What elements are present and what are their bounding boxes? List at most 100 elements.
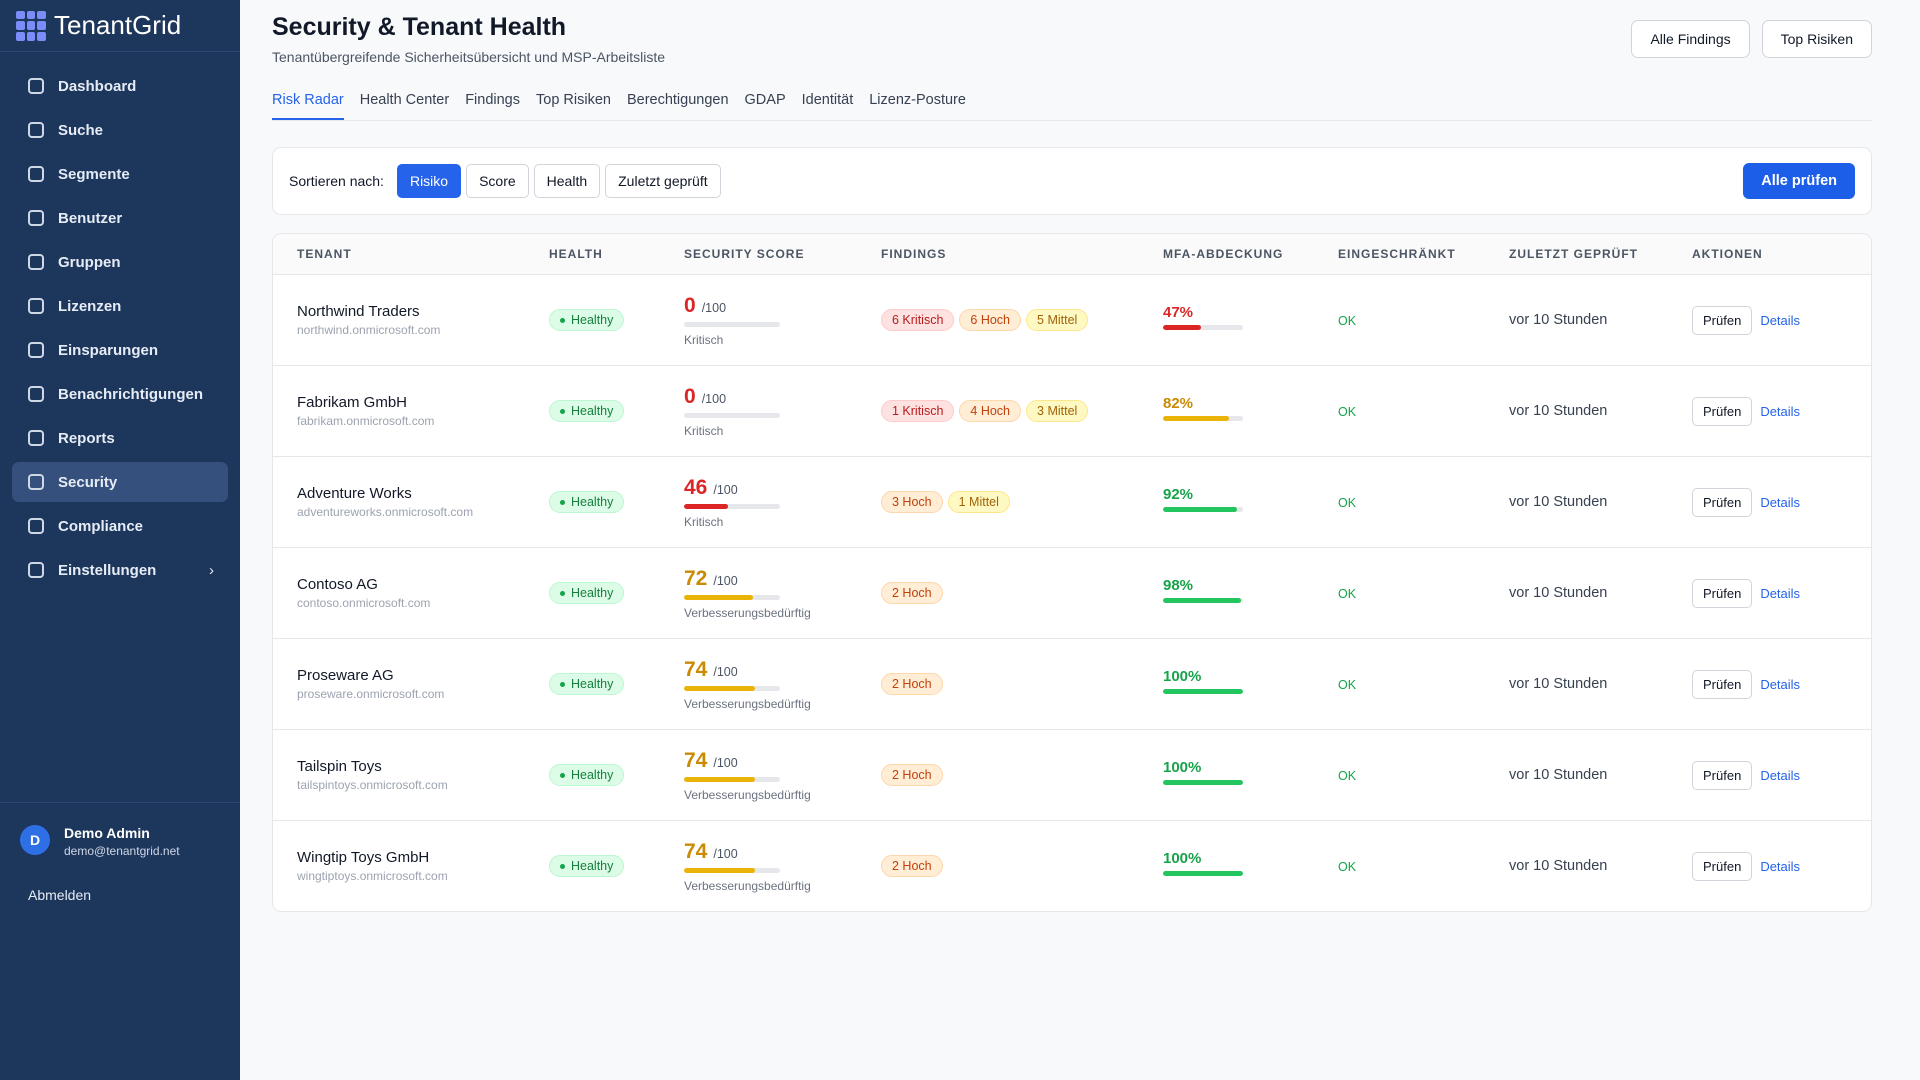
tabs: Risk Radar Health Center Findings Top Risik… — [272, 84, 1872, 121]
nav-item[interactable]: Segmente — [12, 154, 228, 194]
nav-item[interactable]: Suche — [12, 110, 228, 150]
sort-label: Sortieren nach: — [289, 173, 384, 189]
score-bar — [684, 776, 756, 782]
button[interactable]: Alle Findings — [1631, 20, 1750, 58]
last-checked-cell: vor 10 Stunden — [1509, 585, 1692, 601]
last-checked: vor 10 Stunden — [1509, 676, 1608, 692]
tab[interactable]: GDAP — [744, 92, 786, 108]
table-row: Wingtip Toys GmbH wingtiptoys.onmicrosoft… — [273, 820, 1871, 911]
restricted-cell: OK — [1338, 859, 1509, 874]
score-suffix: /100 — [701, 391, 727, 406]
details-link[interactable]: Details — [1760, 676, 1801, 692]
score-bar — [684, 594, 754, 600]
header-actions: Alle Findings Top Risiken — [1631, 20, 1872, 58]
details-link[interactable]: Details — [1760, 403, 1801, 419]
nav-item[interactable]: Benachrichtigungen — [12, 374, 228, 414]
mfa-value: 100% — [1163, 850, 1202, 867]
details-link[interactable]: Details — [1760, 585, 1801, 601]
user-name: Demo Admin — [64, 825, 150, 841]
check-button[interactable]: Prüfen — [1692, 487, 1753, 517]
restricted-cell: OK — [1338, 677, 1509, 692]
finding-tag: 5 Mittel — [1026, 309, 1089, 331]
nav-icon — [28, 166, 44, 182]
brand[interactable]: TenantGrid — [0, 0, 240, 52]
finding-tag: 1 Kritisch — [881, 400, 955, 422]
check-button[interactable]: Prüfen — [1692, 851, 1753, 881]
check-button[interactable]: Prüfen — [1692, 305, 1753, 335]
tenant-domain: adventureworks.onmicrosoft.com — [297, 505, 474, 519]
tab[interactable]: Identität — [801, 92, 854, 108]
finding-tag: 1 Mittel — [947, 491, 1010, 513]
finding-tag: 2 Hoch — [881, 673, 943, 695]
last-checked: vor 10 Stunden — [1509, 767, 1608, 783]
sort-option[interactable]: Risiko — [396, 164, 462, 198]
restricted-status: OK — [1338, 313, 1357, 328]
check-button[interactable]: Prüfen — [1692, 760, 1753, 790]
last-checked-cell: vor 10 Stunden — [1509, 312, 1692, 328]
score-cell: 0/100 Kritisch — [684, 385, 881, 438]
actions-cell: Prüfen Details — [1692, 669, 1871, 699]
details-link[interactable]: Details — [1760, 494, 1801, 510]
check-button[interactable]: Prüfen — [1692, 396, 1753, 426]
nav-item[interactable]: Reports — [12, 418, 228, 458]
sort-option[interactable]: Zuletzt geprüft — [605, 164, 721, 198]
button[interactable]: Top Risiken — [1761, 20, 1872, 58]
health-cell: Healthy — [549, 673, 684, 695]
tab[interactable]: Risk Radar — [272, 84, 344, 120]
finding-tag: 6 Kritisch — [881, 309, 955, 331]
details-link[interactable]: Details — [1760, 767, 1801, 783]
score-bar — [684, 867, 756, 873]
score-line: 0/100 — [684, 385, 881, 409]
column-header: SECURITY SCORE — [684, 247, 805, 261]
last-checked-cell: vor 10 Stunden — [1509, 403, 1692, 419]
score-cell: 74/100 Verbesserungsbedürftig — [684, 749, 881, 802]
nav-item[interactable]: Dashboard — [12, 66, 228, 106]
nav-icon — [28, 386, 44, 402]
mfa-track — [1163, 689, 1243, 694]
nav-item[interactable]: Security — [12, 462, 228, 502]
score-track — [684, 867, 780, 873]
nav-item[interactable]: Gruppen — [12, 242, 228, 282]
sort-options: Risiko Score Health Zuletzt geprüft — [396, 164, 721, 198]
details-link[interactable]: Details — [1760, 858, 1801, 874]
nav-item[interactable]: Compliance — [12, 506, 228, 546]
score-cell: 74/100 Verbesserungsbedürftig — [684, 658, 881, 711]
table-row: Adventure Works adventureworks.onmicrosof… — [273, 456, 1871, 547]
tab[interactable]: Health Center — [359, 92, 450, 108]
tenant-cell: Fabrikam GmbH fabrikam.onmicrosoft.com — [297, 394, 549, 428]
tab[interactable]: Top Risiken — [536, 92, 611, 108]
check-all-button[interactable]: Alle prüfen — [1743, 163, 1855, 199]
sort-option[interactable]: Health — [533, 164, 601, 198]
score: 74 — [684, 748, 708, 772]
finding-tag: 2 Hoch — [881, 764, 943, 786]
score-bar — [684, 503, 729, 509]
sort-bar: Sortieren nach: Risiko Score Health Zuletzt… — [272, 147, 1872, 215]
tab[interactable]: Findings — [465, 92, 520, 108]
tab[interactable]: Lizenz-Posture — [869, 92, 966, 108]
logout[interactable]: Abmelden — [28, 887, 92, 903]
tenant-name: Northwind Traders — [297, 303, 420, 320]
check-button[interactable]: Prüfen — [1692, 669, 1753, 699]
health-cell: Healthy — [549, 309, 684, 331]
column-header: EINGESCHRÄNKT — [1338, 247, 1456, 261]
mfa-value: 92% — [1163, 486, 1194, 503]
user-panel: D Demo Admin demo@tenantgrid.net Abmelde… — [0, 802, 240, 903]
details-link[interactable]: Details — [1760, 312, 1801, 328]
tenant-cell: Tailspin Toys tailspintoys.onmicrosoft.co… — [297, 758, 549, 792]
nav-item[interactable]: Einsparungen — [12, 330, 228, 370]
nav-item[interactable]: Lizenzen — [12, 286, 228, 326]
score: 46 — [684, 475, 708, 499]
health-pill: Healthy — [549, 582, 625, 604]
nav-item[interactable]: Einstellungen › — [12, 550, 228, 590]
restricted-cell: OK — [1338, 586, 1509, 601]
tab[interactable]: Berechtigungen — [626, 92, 729, 108]
findings-cell: 6 Kritisch 6 Hoch 5 Mittel — [881, 309, 1163, 331]
check-button[interactable]: Prüfen — [1692, 578, 1753, 608]
sort-option[interactable]: Score — [466, 164, 529, 198]
actions-cell: Prüfen Details — [1692, 760, 1871, 790]
page-subtitle: Tenantübergreifende Sicherheitsübersicht… — [272, 49, 665, 65]
nav-item[interactable]: Benutzer — [12, 198, 228, 238]
table-row: Fabrikam GmbH fabrikam.onmicrosoft.com Hea… — [273, 365, 1871, 456]
nav-label: Benutzer — [58, 209, 123, 227]
